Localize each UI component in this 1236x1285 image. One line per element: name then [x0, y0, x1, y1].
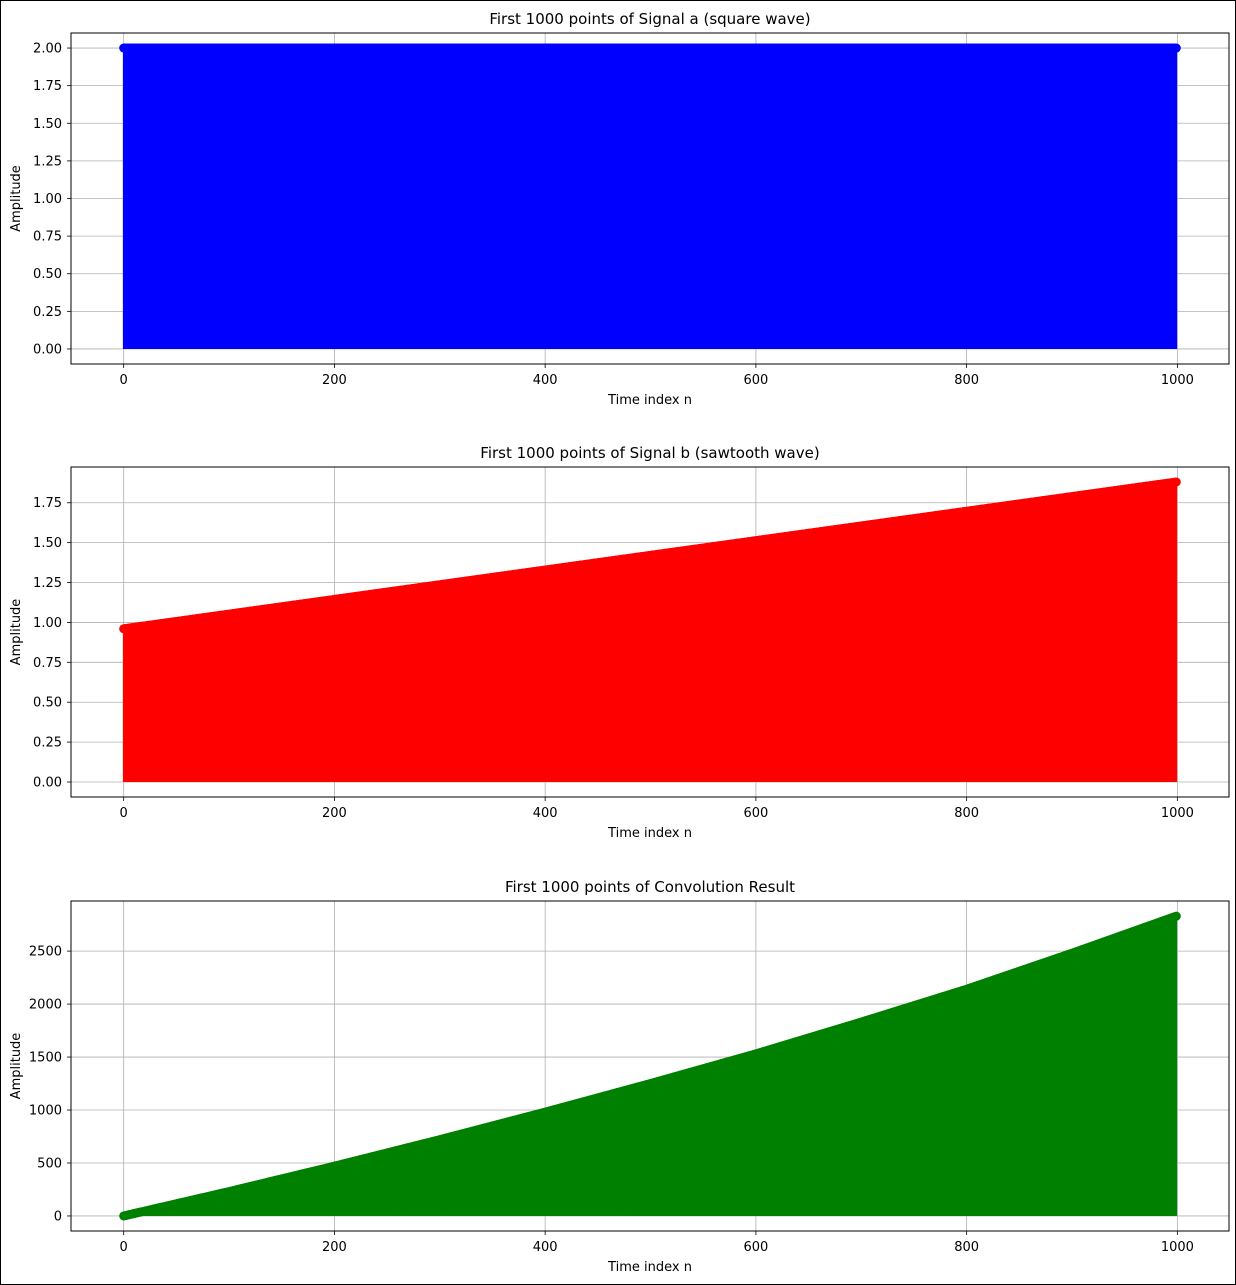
y-tick-label: 1.75 [33, 496, 62, 511]
series-stems [122, 482, 1178, 782]
series-stems [123, 916, 1178, 1216]
y-tick-label: 0.25 [33, 305, 62, 320]
x-tick-label: 400 [533, 1240, 558, 1255]
x-tick-label: 600 [743, 373, 768, 388]
x-tick-label: 0 [120, 373, 128, 388]
x-tick-label: 400 [533, 373, 558, 388]
x-tick-label: 1000 [1161, 1240, 1194, 1255]
x-tick-label: 800 [954, 373, 979, 388]
x-tick-label: 400 [533, 806, 558, 821]
y-tick-label: 1.00 [33, 616, 62, 631]
marker [1171, 43, 1181, 53]
y-tick-label: 0.75 [33, 230, 62, 245]
x-tick-label: 0 [120, 806, 128, 821]
charts-root: 0 200 400 600 800 1000 0.00 0.25 0.50 0.75 1.00 1.2… [9, 10, 1230, 1275]
y-tick-label: 0.00 [33, 776, 62, 791]
y-axis-label: Amplitude [9, 165, 24, 232]
marker [1171, 477, 1181, 487]
chart-1: 0 200 400 600 800 1000 0.00 0.25 0.50 0.75 1.00 1.2… [9, 10, 1230, 408]
series-stems [122, 48, 1178, 349]
y-tick-label: 1.00 [33, 192, 62, 207]
x-tick-label: 1000 [1161, 373, 1194, 388]
y-axis-label: Amplitude [9, 599, 24, 666]
x-tick-label: 1000 [1161, 806, 1194, 821]
x-tick-label: 0 [120, 1240, 128, 1255]
y-tick-label: 1.50 [33, 536, 62, 551]
x-tick-label: 600 [743, 806, 768, 821]
x-tick-label: 200 [322, 373, 347, 388]
y-tick-label: 0.50 [33, 267, 62, 282]
series-markers [119, 477, 1181, 634]
x-tick-label: 800 [954, 1240, 979, 1255]
x-tick-label: 800 [954, 806, 979, 821]
plot-frame [70, 466, 1230, 798]
chart-2: 0 200 400 600 800 1000 0.00 0.25 0.50 0.75 1.00 1.2… [9, 444, 1230, 841]
series-markers [119, 43, 1181, 53]
x-tick-label: 600 [743, 1240, 768, 1255]
chart-3: 0 200 400 600 800 100005001000150020002500Fir… [9, 878, 1230, 1275]
y-tick-label: 2500 [29, 945, 62, 960]
y-tick-label: 2.00 [33, 42, 62, 57]
chart-title: First 1000 points of Signal a (square wa… [489, 10, 810, 28]
y-tick-label: 1.75 [33, 79, 62, 94]
chart-title: First 1000 points of Signal b (sawtooth … [480, 444, 819, 462]
y-tick-label: 0 [54, 1209, 62, 1224]
y-tick-label: 0.00 [33, 342, 62, 357]
x-axis-label: Time index n [607, 393, 692, 408]
x-axis-label: Time index n [607, 826, 692, 841]
plot-frame [70, 32, 1230, 365]
y-tick-label: 1.25 [33, 154, 62, 169]
y-tick-label: 2000 [29, 998, 62, 1013]
y-tick-label: 0.25 [33, 736, 62, 751]
x-tick-label: 200 [322, 806, 347, 821]
y-tick-label: 1000 [29, 1104, 62, 1119]
x-tick-label: 200 [322, 1240, 347, 1255]
y-tick-label: 0.75 [33, 656, 62, 671]
y-tick-label: 500 [37, 1156, 62, 1171]
y-tick-label: 1.50 [33, 117, 62, 132]
y-tick-label: 0.50 [33, 696, 62, 711]
y-tick-label: 1.25 [33, 576, 62, 591]
y-tick-label: 1500 [29, 1051, 62, 1066]
